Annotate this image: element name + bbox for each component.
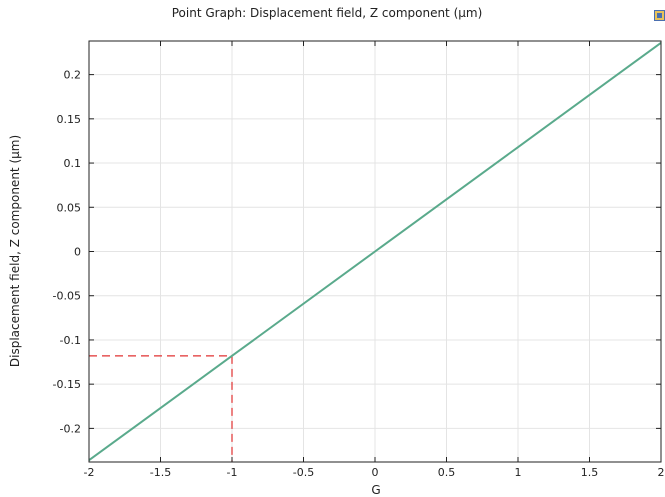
y-tick-label: 0.05 [57,201,82,214]
y-tick-label: -0.1 [60,334,81,347]
y-tick-label: 0 [74,246,81,259]
y-tick-labels: 0.2 0.15 0.1 0.05 0 -0.05 -0.1 -0.15 -0.2 [53,69,81,436]
x-tick-label: -2 [84,466,95,479]
series [88,41,662,462]
plot-window-icon[interactable] [654,10,665,21]
guide-lines [89,355,233,462]
x-tick-label: 1 [515,466,522,479]
y-tick-label: 0.1 [64,157,82,170]
x-tick-label: -1.5 [150,466,171,479]
x-tick-label: 1.5 [581,466,599,479]
y-tick-label: -0.05 [53,290,81,303]
x-tick-labels: -2 -1.5 -1 -0.5 0 0.5 1 1.5 2 [84,466,665,479]
x-tick-label: 2 [658,466,665,479]
y-axis-label: Displacement field, Z component (µm) [8,135,22,367]
x-tick-label: -0.5 [293,466,314,479]
x-tick-label: 0 [372,466,379,479]
series-line [88,41,662,462]
x-axis-label: G [371,483,380,497]
ticks [88,41,662,462]
x-tick-label: 0.5 [438,466,456,479]
y-tick-label: 0.15 [57,113,82,126]
y-tick-label: -0.15 [53,378,81,391]
y-tick-label: -0.2 [60,422,81,435]
chart-title: Point Graph: Displacement field, Z compo… [172,6,483,20]
grid [89,41,661,462]
x-tick-label: -1 [227,466,238,479]
y-tick-label: 0.2 [64,69,82,82]
